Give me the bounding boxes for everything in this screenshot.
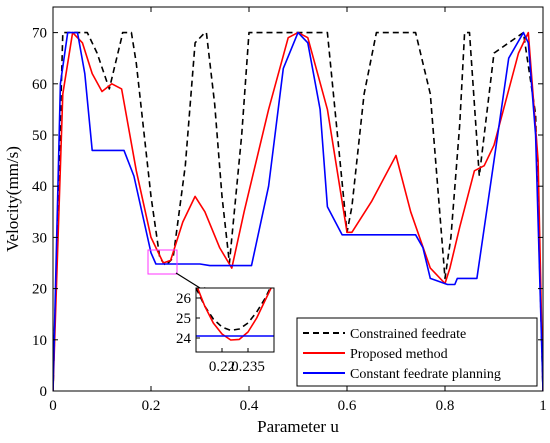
legend-label-proposed: Proposed method: [350, 347, 448, 362]
y-tick-label: 30: [32, 230, 47, 246]
inset-plot-area: [196, 288, 274, 352]
inset-frame: [195, 287, 275, 353]
x-tick-label: 0.6: [338, 398, 357, 414]
x-axis: 0 0.2 0.4 0.6 0.8 1: [49, 7, 547, 414]
inset-x-tick-label: 0.22: [209, 359, 235, 375]
inset-series-line-proposed-method: [196, 288, 272, 341]
legend: Constrained feedrate Proposed method Con…: [296, 317, 538, 387]
y-tick-label: 70: [32, 26, 47, 42]
x-tick-label: 0.4: [240, 398, 259, 414]
inset-x-tick-label: 0.235: [231, 359, 265, 375]
main-series-line-proposed-method: [53, 31, 543, 391]
inset-y-tick-label: 24: [176, 331, 192, 347]
x-tick-label: 0.8: [436, 398, 455, 414]
inset-x-axis: 0.220.235: [209, 348, 265, 375]
y-tick-label: 0: [40, 384, 48, 400]
inset-y-tick-label: 25: [176, 311, 191, 327]
legend-label-constant: Constant feedrate planning: [350, 367, 501, 382]
x-axis-title: Parameter u: [257, 417, 339, 436]
y-axis: 0 10 20 30 40 50 60 70: [32, 26, 543, 400]
zoom-region-box: [147, 249, 178, 275]
inset-y-axis: 24 25 26: [176, 291, 200, 347]
y-tick-label: 10: [32, 333, 47, 349]
y-tick-label: 50: [32, 128, 47, 144]
x-tick-label: 0: [49, 398, 57, 414]
x-tick-label: 1: [539, 398, 547, 414]
main-series-line-constant-feedrate-planning: [53, 31, 543, 391]
plot-frame: [52, 6, 544, 392]
x-tick-label: 0.2: [142, 398, 161, 414]
y-tick-label: 40: [32, 179, 47, 195]
inset-series-line-constrained-feedrate: [196, 288, 272, 332]
legend-label-constrained: Constrained feedrate: [350, 327, 466, 342]
y-axis-title: Velocity(mm/s): [3, 146, 22, 252]
main-series-group: [53, 31, 543, 391]
y-tick-label: 20: [32, 282, 47, 298]
inset-y-tick-label: 26: [176, 291, 192, 307]
inset-series-group: [196, 288, 274, 341]
y-tick-label: 60: [32, 77, 47, 93]
